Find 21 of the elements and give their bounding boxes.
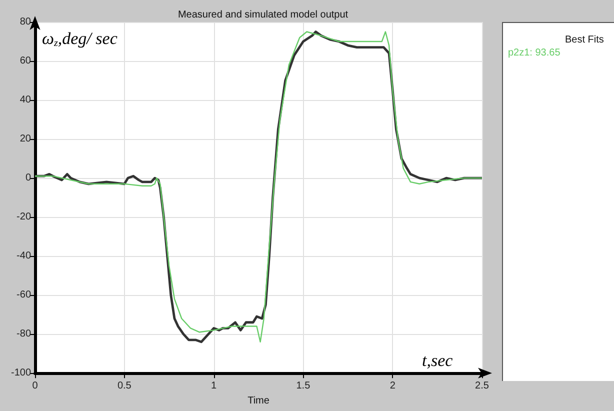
y-tick-label: -80: [16, 328, 32, 340]
y-tick-label: -100: [10, 368, 32, 379]
y-tick-label: 0: [25, 172, 32, 184]
x-tick-label: 2: [390, 380, 396, 392]
x-tick-label: 1.5: [296, 380, 311, 392]
y-tick-label: 20: [20, 134, 32, 145]
y-tick-label: 40: [20, 94, 32, 106]
x-tick-label: 0: [32, 380, 38, 392]
legend-title: Best Fits: [565, 34, 604, 46]
x-axis-title: Time: [248, 396, 270, 406]
x-tick-label: 0.5: [117, 380, 132, 392]
annotation: t,sec: [422, 351, 454, 370]
y-tick-label: -20: [16, 212, 32, 223]
y-tick-label: -60: [16, 290, 32, 301]
y-tick-label: 60: [20, 56, 32, 67]
x-tick-label: 2.5: [475, 380, 490, 392]
y-tick-label: 80: [20, 16, 32, 28]
text: p2z1: 93.65: [508, 48, 561, 58]
x-tick-label: 1: [211, 380, 218, 392]
chart-title: Measured and simulated model output: [178, 10, 348, 20]
y-tick-label: -40: [16, 250, 32, 262]
